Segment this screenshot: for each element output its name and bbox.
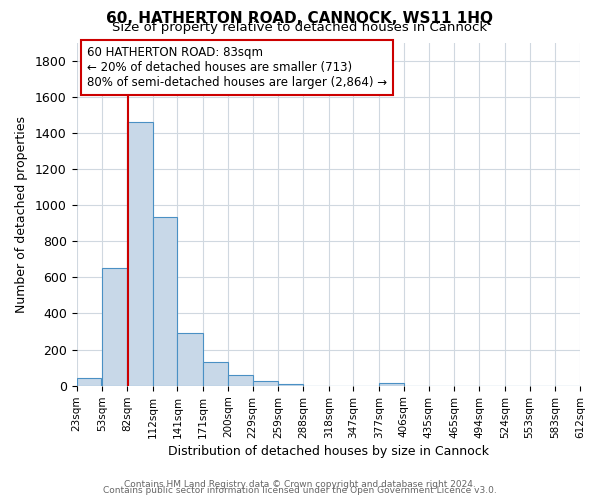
Bar bbox=[203, 362, 228, 386]
Bar bbox=[127, 122, 152, 386]
Bar bbox=[178, 334, 203, 386]
Bar bbox=[152, 217, 178, 386]
Text: Contains public sector information licensed under the Open Government Licence v3: Contains public sector information licen… bbox=[103, 486, 497, 495]
Y-axis label: Number of detached properties: Number of detached properties bbox=[15, 116, 28, 312]
Text: 60 HATHERTON ROAD: 83sqm
← 20% of detached houses are smaller (713)
80% of semi-: 60 HATHERTON ROAD: 83sqm ← 20% of detach… bbox=[86, 46, 387, 89]
Bar bbox=[253, 381, 278, 386]
Bar bbox=[228, 375, 253, 386]
Text: Contains HM Land Registry data © Crown copyright and database right 2024.: Contains HM Land Registry data © Crown c… bbox=[124, 480, 476, 489]
Bar bbox=[379, 383, 404, 386]
Text: 60, HATHERTON ROAD, CANNOCK, WS11 1HQ: 60, HATHERTON ROAD, CANNOCK, WS11 1HQ bbox=[107, 11, 493, 26]
Bar bbox=[77, 378, 101, 386]
Bar bbox=[278, 384, 303, 386]
Bar bbox=[102, 268, 127, 386]
X-axis label: Distribution of detached houses by size in Cannock: Distribution of detached houses by size … bbox=[168, 444, 489, 458]
Text: Size of property relative to detached houses in Cannock: Size of property relative to detached ho… bbox=[112, 22, 488, 35]
